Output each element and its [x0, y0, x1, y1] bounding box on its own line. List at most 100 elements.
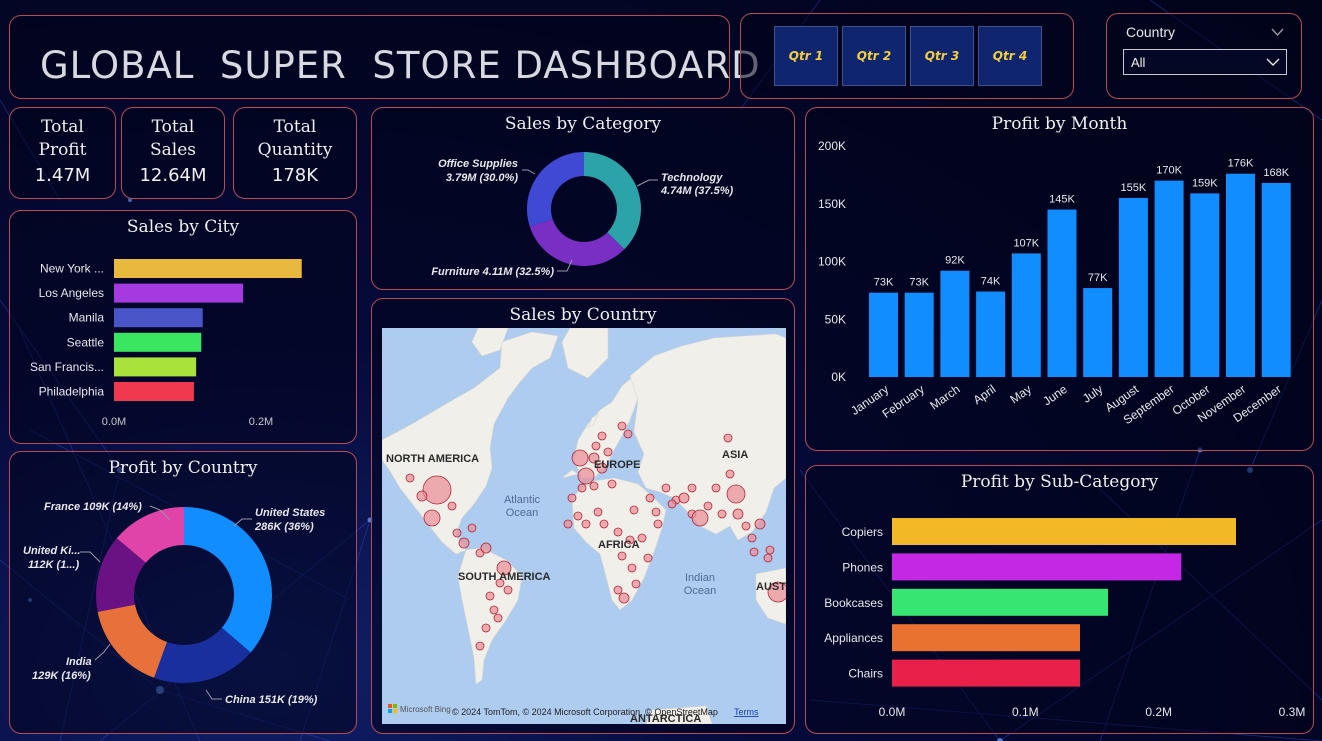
map-bubble-52[interactable]	[732, 508, 744, 520]
map-bubble-48[interactable]	[691, 509, 709, 527]
month-bar-may[interactable]	[1011, 253, 1041, 377]
map-bubble-34[interactable]	[613, 527, 623, 537]
map-bubble-60[interactable]	[687, 483, 697, 493]
month-bar-august[interactable]	[1118, 197, 1148, 377]
month-bar-march[interactable]	[940, 270, 970, 377]
city-bar-san-francis[interactable]	[114, 357, 197, 377]
map-bubble-33[interactable]	[599, 519, 609, 529]
map-bubble-19[interactable]	[577, 467, 595, 485]
country-dropdown[interactable]: All	[1123, 49, 1287, 75]
map-bubble-10[interactable]	[496, 560, 512, 576]
category-slice-office-supplies[interactable]	[527, 152, 584, 227]
map-bubble-7[interactable]	[467, 523, 477, 533]
map-bubble-6[interactable]	[458, 537, 470, 549]
map-bubble-58[interactable]	[725, 469, 735, 479]
country-slice-china[interactable]	[154, 627, 251, 683]
map-bubble-30[interactable]	[573, 511, 583, 521]
map-bubble-56[interactable]	[763, 553, 773, 563]
map-bubble-39[interactable]	[618, 592, 630, 604]
map-bubble-12[interactable]	[485, 591, 495, 601]
map-bubble-32[interactable]	[593, 507, 603, 517]
map-bubble-44[interactable]	[661, 483, 671, 493]
month-bar-july[interactable]	[1083, 288, 1113, 377]
map-bubble-38[interactable]	[613, 585, 623, 595]
map-bubble-49[interactable]	[703, 501, 713, 511]
map-bubble-26[interactable]	[623, 429, 633, 439]
qtr-1-button[interactable]: Qtr 1	[774, 26, 838, 86]
map-bubble-16[interactable]	[493, 613, 503, 623]
map-bubble-42[interactable]	[643, 553, 653, 563]
month-bar-february[interactable]	[904, 292, 934, 377]
country-slice-united-kingdom[interactable]	[96, 538, 146, 612]
map-bubble-61[interactable]	[667, 499, 677, 509]
map-bubble-9[interactable]	[480, 542, 492, 554]
map-bubble-41[interactable]	[637, 533, 647, 543]
map-bubble-55[interactable]	[754, 518, 766, 530]
month-bar-december[interactable]	[1261, 182, 1291, 377]
map-bubble-37[interactable]	[627, 563, 637, 573]
map-bubble-17[interactable]	[503, 585, 513, 595]
subcat-bar-bookcases[interactable]	[892, 588, 1108, 616]
qtr-3-button[interactable]: Qtr 3	[910, 26, 974, 86]
map-bubble-35[interactable]	[625, 535, 635, 545]
map-bubble-2[interactable]	[416, 490, 428, 502]
month-bar-september[interactable]	[1154, 180, 1184, 377]
map-terms-link[interactable]: Terms	[734, 707, 759, 717]
map-bubble-67[interactable]	[749, 547, 759, 557]
city-bar-manila[interactable]	[114, 308, 203, 328]
map-bubble-25[interactable]	[617, 421, 627, 431]
map-bubble-1[interactable]	[423, 509, 441, 527]
subcat-bar-chairs[interactable]	[892, 659, 1080, 687]
month-bar-november[interactable]	[1226, 173, 1255, 377]
map-bubble-51[interactable]	[726, 484, 746, 504]
map-bubble-62[interactable]	[645, 493, 655, 503]
map-bubble-69[interactable]	[563, 519, 573, 529]
map-bubble-3[interactable]	[405, 473, 415, 483]
chevron-down-icon[interactable]	[1271, 28, 1284, 37]
map-bubble-28[interactable]	[577, 483, 587, 493]
map-bubble-27[interactable]	[607, 479, 617, 489]
subcat-bar-copiers[interactable]	[892, 518, 1236, 545]
city-bar-philadelphia[interactable]	[114, 382, 194, 401]
qtr-4-button[interactable]: Qtr 4	[978, 26, 1042, 86]
map-bubble-68[interactable]	[589, 481, 599, 491]
map-bubble-29[interactable]	[567, 493, 577, 503]
map-bubble-65[interactable]	[767, 581, 786, 603]
map-bubble-57[interactable]	[723, 433, 733, 443]
country-slice-india[interactable]	[97, 604, 167, 678]
map-bubble-20[interactable]	[588, 452, 600, 464]
map-bubble-4[interactable]	[447, 501, 457, 511]
qtr-2-button[interactable]: Qtr 2	[842, 26, 906, 86]
subcat-bar-appliances[interactable]	[892, 624, 1080, 652]
map-bubble-64[interactable]	[629, 505, 639, 515]
map-bubble-0[interactable]	[422, 475, 452, 505]
map-bubble-46[interactable]	[678, 492, 690, 504]
map-bubble-66[interactable]	[765, 545, 775, 555]
map-bubble-36[interactable]	[617, 551, 627, 561]
map-bubble-5[interactable]	[452, 528, 462, 538]
category-slice-furniture[interactable]	[529, 219, 625, 266]
category-slice-technology[interactable]	[584, 152, 641, 250]
map-bubble-43[interactable]	[651, 507, 661, 517]
month-bar-june[interactable]	[1047, 209, 1077, 377]
map-bubble-11[interactable]	[495, 578, 505, 588]
map-bubble-23[interactable]	[591, 441, 601, 451]
city-bar-seattle[interactable]	[114, 332, 202, 352]
map-bubble-24[interactable]	[597, 431, 607, 441]
map-bubble-63[interactable]	[653, 519, 663, 529]
city-bar-new-york[interactable]	[114, 259, 302, 278]
city-bar-los-angeles[interactable]	[114, 283, 244, 303]
map-bubble-22[interactable]	[603, 447, 613, 457]
map-bubble-13[interactable]	[489, 605, 499, 615]
map-bubble-15[interactable]	[475, 641, 485, 651]
map-bubble-40[interactable]	[631, 579, 641, 589]
map-bubble-21[interactable]	[596, 462, 608, 474]
country-slice-france[interactable]	[116, 507, 184, 563]
map-bubble-53[interactable]	[741, 521, 751, 531]
map-bubble-59[interactable]	[711, 483, 721, 493]
month-bar-april[interactable]	[976, 291, 1006, 377]
map-bubble-50[interactable]	[717, 509, 727, 519]
country-slice-united-states[interactable]	[184, 507, 272, 653]
subcat-bar-phones[interactable]	[892, 553, 1182, 581]
map-bubble-54[interactable]	[747, 533, 757, 543]
